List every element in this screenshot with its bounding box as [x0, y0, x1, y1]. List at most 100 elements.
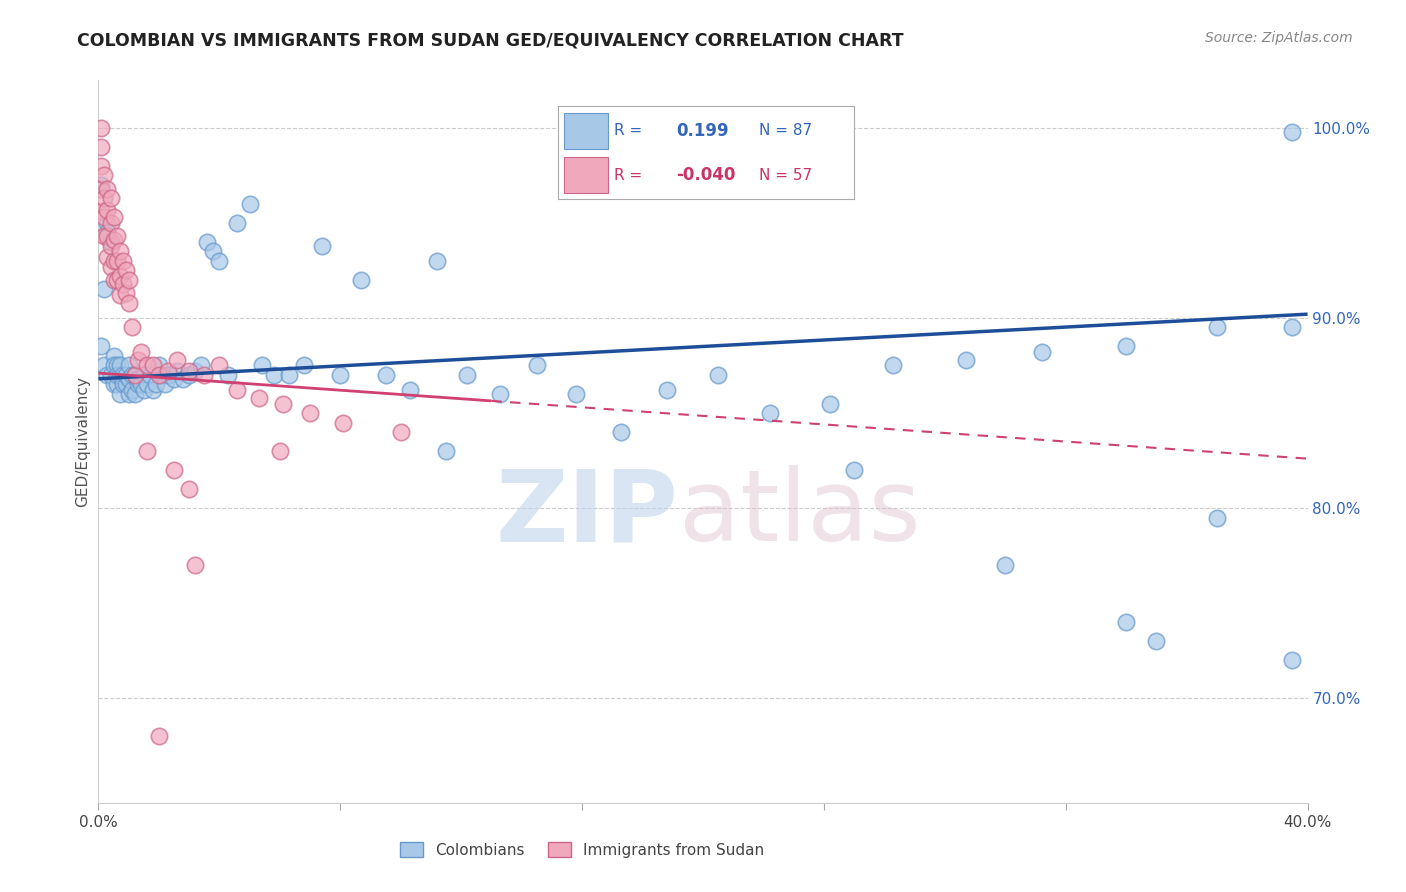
- Point: [90, 120, 112, 135]
- Point: [124, 368, 146, 382]
- Point: [193, 368, 215, 382]
- Point: [90, 339, 112, 353]
- Point: [1144, 634, 1167, 648]
- Point: [111, 377, 134, 392]
- Point: [292, 359, 315, 373]
- Legend: Colombians, Immigrants from Sudan: Colombians, Immigrants from Sudan: [394, 836, 770, 863]
- Point: [111, 368, 134, 382]
- Point: [124, 387, 146, 401]
- Point: [456, 368, 478, 382]
- Point: [100, 191, 122, 205]
- Point: [132, 368, 155, 382]
- Point: [489, 387, 512, 401]
- Point: [118, 387, 141, 401]
- Point: [93, 210, 115, 224]
- Point: [114, 377, 136, 392]
- Point: [610, 425, 633, 439]
- Point: [139, 368, 162, 382]
- Y-axis label: GED/Equivalency: GED/Equivalency: [75, 376, 90, 507]
- Point: [1206, 510, 1229, 524]
- Point: [105, 273, 128, 287]
- Point: [114, 368, 136, 382]
- Point: [277, 368, 299, 382]
- Point: [108, 368, 131, 382]
- Point: [96, 181, 118, 195]
- Text: COLOMBIAN VS IMMIGRANTS FROM SUDAN GED/EQUIVALENCY CORRELATION CHART: COLOMBIAN VS IMMIGRANTS FROM SUDAN GED/E…: [77, 31, 904, 49]
- Point: [148, 359, 170, 373]
- Point: [655, 383, 678, 397]
- Point: [96, 226, 118, 240]
- Point: [226, 383, 249, 397]
- Point: [100, 368, 122, 382]
- Point: [156, 368, 179, 382]
- Point: [103, 359, 125, 373]
- Point: [96, 216, 118, 230]
- Point: [108, 288, 131, 302]
- Point: [124, 368, 146, 382]
- Point: [93, 169, 115, 183]
- Point: [166, 364, 188, 378]
- Point: [132, 383, 155, 397]
- Point: [90, 140, 112, 154]
- Point: [350, 273, 373, 287]
- Point: [882, 359, 904, 373]
- Point: [111, 277, 134, 291]
- Point: [299, 406, 322, 420]
- Point: [190, 359, 212, 373]
- Point: [103, 253, 125, 268]
- Point: [114, 286, 136, 301]
- Point: [565, 387, 588, 401]
- Point: [105, 253, 128, 268]
- Point: [329, 368, 352, 382]
- Point: [217, 368, 239, 382]
- Point: [108, 387, 131, 401]
- Point: [374, 368, 396, 382]
- Point: [1031, 345, 1053, 359]
- Point: [758, 406, 780, 420]
- Point: [707, 368, 730, 382]
- Point: [100, 216, 122, 230]
- Point: [184, 364, 207, 378]
- Point: [844, 463, 866, 477]
- Text: atlas: atlas: [679, 466, 921, 562]
- Point: [202, 244, 225, 259]
- Point: [1115, 615, 1137, 629]
- Point: [955, 352, 977, 367]
- Point: [100, 235, 122, 249]
- Point: [105, 377, 128, 392]
- Text: ZIP: ZIP: [496, 466, 679, 562]
- Point: [208, 359, 231, 373]
- Point: [184, 558, 207, 573]
- Point: [96, 368, 118, 382]
- Point: [994, 558, 1017, 573]
- Point: [96, 229, 118, 244]
- Point: [426, 253, 449, 268]
- Point: [108, 359, 131, 373]
- Point: [93, 191, 115, 205]
- Point: [129, 345, 152, 359]
- Point: [93, 359, 115, 373]
- Point: [108, 269, 131, 284]
- Point: [114, 263, 136, 277]
- Point: [156, 364, 179, 378]
- Point: [127, 352, 149, 367]
- Point: [263, 368, 285, 382]
- Point: [311, 238, 333, 252]
- Point: [148, 368, 170, 382]
- Point: [142, 383, 165, 397]
- Point: [269, 444, 291, 458]
- Point: [179, 482, 201, 496]
- Point: [142, 359, 165, 373]
- Point: [434, 444, 457, 458]
- Point: [105, 229, 128, 244]
- Point: [150, 368, 173, 382]
- Point: [250, 359, 273, 373]
- Point: [332, 416, 354, 430]
- Point: [226, 216, 249, 230]
- Point: [148, 729, 170, 743]
- Point: [103, 210, 125, 224]
- Point: [93, 282, 115, 296]
- Point: [1281, 320, 1303, 334]
- Point: [103, 273, 125, 287]
- Point: [103, 233, 125, 247]
